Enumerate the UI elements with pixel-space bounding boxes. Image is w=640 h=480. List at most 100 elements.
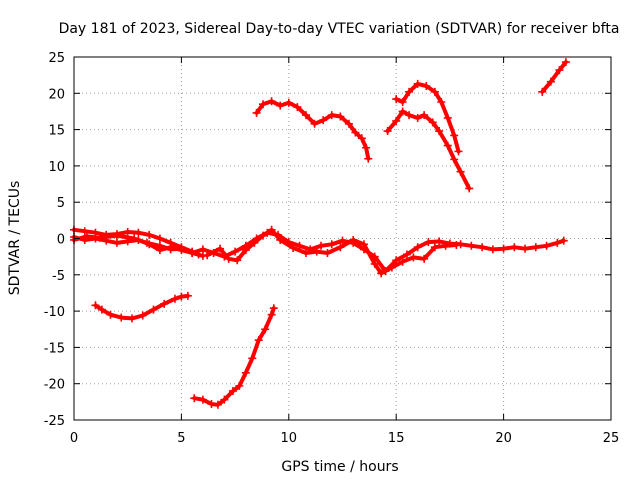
data-point <box>198 245 207 254</box>
y-tick-label: 25 <box>48 51 65 66</box>
data-point <box>259 100 268 109</box>
data-point <box>559 236 568 245</box>
data-point <box>216 244 225 253</box>
y-tick-label: 10 <box>48 160 65 175</box>
data-point <box>241 246 250 255</box>
data-point <box>443 113 452 122</box>
x-tick-label: 15 <box>388 431 405 446</box>
data-point <box>420 111 429 120</box>
data-point <box>531 243 540 252</box>
data-point <box>252 108 261 117</box>
series-line <box>385 109 472 191</box>
data-point <box>301 111 310 120</box>
data-point <box>276 235 285 244</box>
data-point <box>561 58 570 67</box>
data-point <box>106 310 115 319</box>
series-arc-h <box>252 97 373 163</box>
data-point <box>166 245 175 254</box>
data-point <box>398 107 407 116</box>
data-point <box>441 241 450 250</box>
data-point <box>398 257 407 266</box>
data-point <box>82 232 91 241</box>
data-point <box>467 241 476 250</box>
data-point <box>160 299 169 308</box>
data-point <box>452 241 461 250</box>
data-point <box>293 103 302 112</box>
series-line <box>254 99 371 161</box>
data-point <box>190 394 199 403</box>
data-point <box>203 251 212 260</box>
data-point <box>450 131 459 140</box>
y-tick-label: 5 <box>57 196 65 211</box>
data-point <box>261 325 270 334</box>
data-point <box>134 228 143 237</box>
data-point <box>336 243 345 252</box>
series-line <box>72 233 195 255</box>
y-tick-label: 15 <box>48 124 65 139</box>
series-arc-j <box>392 79 463 156</box>
data-point <box>170 294 179 303</box>
data-point <box>424 238 433 247</box>
tick-layer: 0 5 10 15 20 25 -25 -20 -15 -10 -5 0 5 10 15 20 25 <box>44 51 620 446</box>
data-point <box>488 245 497 254</box>
data-point <box>398 98 407 107</box>
data-point <box>267 97 276 106</box>
series-arc-g <box>190 304 278 409</box>
data-point <box>413 243 422 252</box>
data-point <box>312 247 321 256</box>
x-tick-label: 20 <box>495 431 512 446</box>
data-point <box>130 234 139 243</box>
data-point <box>155 234 164 243</box>
series-line <box>394 81 461 154</box>
y-tick-label: -5 <box>52 269 65 284</box>
data-point <box>138 311 147 320</box>
data-point <box>454 147 463 156</box>
data-point <box>413 79 422 88</box>
y-tick-label: 20 <box>48 87 65 102</box>
data-point <box>250 238 259 247</box>
series-line <box>540 60 568 94</box>
data-point <box>435 237 444 246</box>
series-layer <box>70 58 570 409</box>
data-point <box>267 310 276 319</box>
data-point <box>319 116 328 125</box>
data-point <box>233 256 242 265</box>
data-point <box>117 313 126 322</box>
data-point <box>430 243 439 252</box>
data-point <box>377 269 386 278</box>
data-point <box>327 111 336 120</box>
data-point <box>248 354 257 363</box>
data-point <box>538 87 547 96</box>
data-point <box>143 238 152 247</box>
data-point <box>95 233 104 242</box>
x-axis-label: GPS time / hours <box>281 459 398 475</box>
data-point <box>310 119 319 128</box>
x-tick-label: 5 <box>177 431 185 446</box>
series-line <box>205 227 459 276</box>
data-point <box>405 87 414 96</box>
series-arc-c <box>70 231 197 257</box>
data-point <box>123 227 132 236</box>
data-point <box>289 243 298 252</box>
data-point <box>359 240 368 249</box>
data-point <box>521 244 530 253</box>
data-point <box>409 253 418 262</box>
series-arc-i <box>383 107 474 193</box>
data-point <box>155 241 164 250</box>
x-tick-label: 10 <box>281 431 298 446</box>
data-point <box>349 235 358 244</box>
data-point <box>317 241 326 250</box>
data-point <box>127 314 136 323</box>
data-point <box>450 155 459 164</box>
data-point <box>413 113 422 122</box>
y-axis-label: SDTVAR / TECUs <box>7 181 23 296</box>
data-point <box>336 112 345 121</box>
data-point <box>478 243 487 252</box>
data-point <box>177 244 186 253</box>
data-point <box>228 386 237 395</box>
data-point <box>351 128 360 137</box>
data-point <box>241 368 250 377</box>
data-point <box>392 95 401 104</box>
data-point <box>183 291 192 300</box>
